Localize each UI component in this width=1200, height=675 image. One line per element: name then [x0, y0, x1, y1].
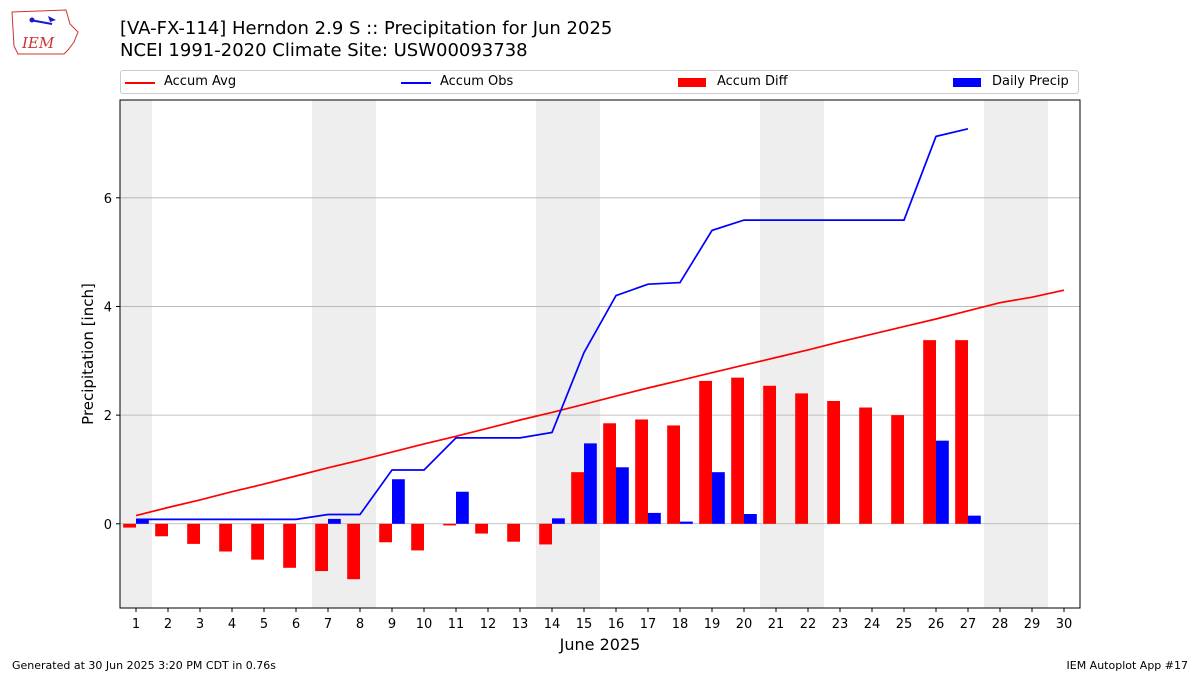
- daily-precip-bar: [136, 519, 149, 524]
- x-tick-label: 5: [260, 617, 268, 632]
- x-tick-label: 7: [324, 617, 332, 632]
- daily-precip-bar: [648, 512, 661, 524]
- accum-diff-bar: [123, 523, 136, 528]
- daily-precip-bar: [392, 479, 405, 524]
- x-tick-label: 10: [416, 617, 433, 632]
- x-tick-label: 12: [480, 617, 497, 632]
- x-tick-label: 22: [800, 617, 817, 632]
- x-tick-label: 25: [896, 617, 913, 632]
- accum-diff-bar: [827, 400, 840, 524]
- logo-text: IEM: [21, 34, 55, 52]
- daily-precip-bar: [456, 491, 469, 524]
- accum-diff-bar: [603, 423, 616, 524]
- x-tick-label: 8: [356, 617, 364, 632]
- y-tick-label: 4: [104, 300, 112, 315]
- legend-label-accum-obs: Accum Obs: [440, 74, 514, 89]
- daily-precip-bar: [552, 518, 565, 524]
- x-tick-label: 20: [736, 617, 753, 632]
- x-tick-label: 4: [228, 617, 236, 632]
- x-tick-label: 23: [832, 617, 849, 632]
- daily-precip-bar: [936, 440, 949, 524]
- x-tick-label: 18: [672, 617, 689, 632]
- accum-diff-bar: [507, 523, 520, 542]
- legend-swatch-accum-obs: [401, 82, 431, 84]
- accum-diff-bar: [347, 523, 360, 580]
- x-tick-label: 21: [768, 617, 785, 632]
- daily-precip-bar: [744, 514, 757, 524]
- chart-legend: Accum Avg Accum Obs Accum Diff Daily Pre…: [120, 70, 1079, 94]
- accum-diff-bar: [251, 523, 264, 560]
- accum-avg-line: [135, 289, 1065, 517]
- accum-diff-bar: [187, 523, 200, 544]
- accum-diff-bar: [859, 407, 872, 524]
- accum-diff-bar: [635, 419, 648, 524]
- x-tick-label: 6: [292, 617, 300, 632]
- daily-precip-bar: [328, 518, 341, 524]
- daily-precip-bar: [680, 521, 693, 524]
- accum-diff-bar: [763, 385, 776, 524]
- accum-diff-bar: [539, 523, 552, 545]
- x-tick-label: 9: [388, 617, 396, 632]
- daily-precip-bar: [616, 467, 629, 524]
- x-tick-label: 28: [992, 617, 1009, 632]
- accum-diff-bar: [699, 380, 712, 524]
- legend-swatch-accum-diff: [678, 78, 706, 87]
- x-tick-label: 26: [928, 617, 945, 632]
- chart-title: [VA-FX-114] Herndon 2.9 S :: Precipitati…: [120, 18, 613, 39]
- x-tick-label: 24: [864, 617, 881, 632]
- accum-diff-bar: [219, 523, 232, 552]
- chart-subtitle: NCEI 1991-2020 Climate Site: USW00093738: [120, 40, 528, 61]
- accum-diff-bar: [411, 523, 424, 551]
- x-axis-label: June 2025: [559, 635, 641, 654]
- accum-diff-bar: [315, 523, 328, 572]
- x-tick-label: 15: [576, 617, 593, 632]
- weekend-shade: [120, 100, 152, 608]
- accum-diff-bar: [923, 340, 936, 524]
- y-tick-label: 0: [104, 518, 112, 533]
- legend-swatch-daily-precip: [953, 78, 981, 87]
- iem-logo: IEM: [11, 9, 79, 55]
- x-tick-label: 29: [1024, 617, 1041, 632]
- x-tick-label: 1: [132, 617, 140, 632]
- accum-diff-bar: [891, 415, 904, 524]
- daily-precip-bar: [584, 443, 597, 524]
- accum-diff-bar: [571, 472, 584, 524]
- accum-obs-line: [136, 127, 969, 521]
- x-tick-label: 13: [512, 617, 529, 632]
- x-tick-label: 17: [640, 617, 657, 632]
- daily-precip-bar: [712, 472, 725, 524]
- accum-diff-bar: [667, 425, 680, 524]
- accum-diff-bar: [155, 523, 168, 537]
- legend-label-accum-diff: Accum Diff: [717, 74, 788, 89]
- x-tick-label: 27: [960, 617, 977, 632]
- generated-timestamp: Generated at 30 Jun 2025 3:20 PM CDT in …: [12, 659, 277, 672]
- accum-diff-bar: [475, 523, 488, 534]
- accum-diff-bar: [443, 523, 456, 526]
- accum-diff-bar: [379, 523, 392, 543]
- y-tick-label: 2: [104, 409, 112, 424]
- legend-label-daily-precip: Daily Precip: [992, 74, 1069, 89]
- accum-diff-bar: [731, 377, 744, 524]
- y-tick-label: 6: [104, 192, 112, 207]
- x-tick-label: 19: [704, 617, 721, 632]
- x-tick-label: 16: [608, 617, 625, 632]
- legend-swatch-accum-avg: [125, 82, 155, 84]
- x-tick-label: 30: [1056, 617, 1073, 632]
- x-tick-label: 14: [544, 617, 561, 632]
- accum-diff-bar: [283, 523, 296, 568]
- x-tick-label: 3: [196, 617, 204, 632]
- x-tick-label: 11: [448, 617, 465, 632]
- y-axis-label: Precipitation [inch]: [79, 283, 97, 425]
- accum-diff-bar: [955, 340, 968, 524]
- legend-label-accum-avg: Accum Avg: [164, 74, 237, 89]
- weekend-shade: [312, 100, 376, 608]
- plot-frame: [119, 99, 1081, 609]
- x-tick-label: 2: [164, 617, 172, 632]
- weekend-shade: [984, 100, 1048, 608]
- accum-diff-bar: [795, 393, 808, 524]
- autoplot-app-label: IEM Autoplot App #17: [1066, 659, 1189, 672]
- daily-precip-bar: [968, 515, 981, 524]
